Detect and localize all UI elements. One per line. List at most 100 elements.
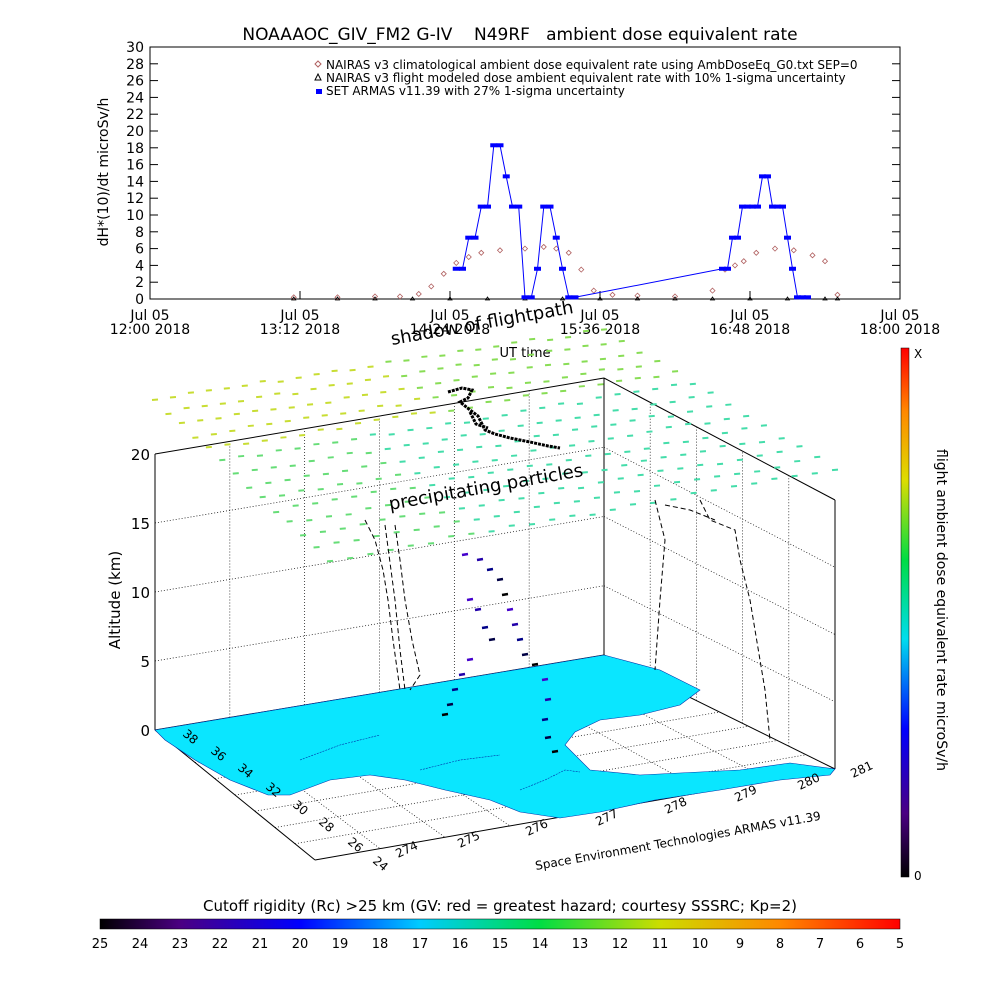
precip-particle	[796, 445, 803, 448]
rigidity-tick-label: 21	[252, 937, 269, 952]
y-tick-label: 12	[126, 191, 144, 207]
precip-particle	[243, 442, 250, 445]
precip-particle	[219, 458, 226, 462]
y-tick-label: 2	[135, 275, 144, 291]
precip-particle	[356, 482, 363, 485]
track-segment	[486, 567, 494, 572]
track-segment	[466, 657, 474, 662]
precip-particle	[403, 443, 410, 447]
precip-particle	[463, 421, 471, 424]
armas-point	[571, 295, 579, 300]
precip-particle	[601, 468, 608, 472]
colorbar-dose-label: flight ambient dose equivalent rate micr…	[933, 449, 949, 771]
precip-particle	[627, 434, 634, 437]
precip-particle	[673, 480, 681, 484]
precip-particle	[595, 396, 602, 399]
armas-point	[774, 204, 781, 209]
precip-particle	[794, 459, 801, 463]
precip-particle	[416, 386, 423, 389]
precip-particle	[571, 428, 579, 431]
precip-particle	[361, 465, 368, 468]
precip-particle	[538, 491, 545, 495]
precip-particle	[429, 411, 436, 414]
precip-particle	[306, 403, 314, 406]
precip-particle	[455, 363, 462, 366]
armas-point	[459, 266, 466, 271]
precip-particle	[756, 454, 763, 457]
nairas-clim-point	[428, 283, 435, 290]
precip-particle	[530, 449, 537, 452]
precip-particle	[635, 365, 642, 368]
precip-particle	[618, 354, 625, 358]
precip-particle	[274, 392, 281, 395]
precip-particle	[403, 359, 410, 362]
track-segment	[501, 592, 509, 597]
armas-point	[789, 266, 796, 271]
armas-series-line	[456, 144, 808, 298]
precip-particle	[660, 456, 667, 459]
armas-point	[769, 204, 776, 209]
rigidity-tick-label: 5	[896, 937, 904, 952]
precip-particle	[580, 372, 587, 376]
nairas-clim-point	[396, 293, 404, 300]
precip-particle	[441, 438, 448, 441]
precip-particle	[312, 502, 319, 505]
precip-particle	[327, 456, 334, 459]
y-axis-label: dH*(10)/dt microSv/h	[96, 98, 112, 247]
precip-particle	[458, 507, 466, 510]
precip-particle	[643, 447, 650, 450]
nairas-flight-point	[672, 296, 678, 301]
legend-marker-nairas-clim	[314, 60, 322, 68]
nairas-flight-point	[747, 296, 753, 301]
z-tick-label: 10	[131, 584, 150, 602]
precip-particle	[229, 429, 236, 433]
armas-point	[764, 174, 771, 179]
precip-particle	[663, 441, 670, 445]
precip-particle	[241, 384, 248, 388]
precip-particle	[247, 424, 254, 428]
precip-particle	[577, 486, 585, 490]
precip-particle	[313, 546, 320, 549]
armas-point	[527, 295, 535, 300]
precip-particle	[541, 392, 548, 395]
rigidity-tick-label: 11	[652, 937, 669, 952]
precip-particle	[669, 400, 676, 404]
x-tick-label-time: 13:12 2018	[260, 322, 340, 338]
precip-particle	[597, 383, 604, 386]
nairas-clim-point	[709, 287, 716, 294]
y-tick-label: 4	[135, 258, 144, 274]
precip-particle	[704, 422, 711, 425]
precip-particle	[310, 387, 317, 391]
precip-particle	[569, 514, 576, 517]
nairas-clim-point	[440, 270, 447, 277]
precip-particle	[388, 433, 395, 436]
precip-particle	[407, 544, 414, 547]
precip-particle	[561, 376, 569, 379]
precip-particle	[618, 339, 625, 343]
rigidity-tick-label: 14	[532, 937, 549, 952]
precip-particle	[238, 454, 245, 458]
precip-particle	[508, 371, 515, 374]
precip-particle	[654, 359, 661, 363]
precip-particle	[319, 530, 327, 534]
precip-particle	[333, 541, 340, 544]
precip-particle	[361, 393, 369, 397]
precip-particle	[526, 366, 533, 369]
y-tick-label: 28	[126, 57, 144, 73]
armas-point	[719, 266, 726, 271]
precip-particle	[688, 396, 695, 399]
y-tick-label: 18	[126, 141, 144, 157]
rigidity-tick-label: 16	[452, 937, 469, 952]
precip-particle	[487, 471, 494, 474]
precip-particle	[286, 520, 293, 523]
track-segment	[458, 672, 466, 677]
precip-particle	[346, 382, 353, 385]
precip-particle	[511, 341, 518, 344]
precip-particle	[414, 471, 421, 475]
armas-point	[484, 204, 491, 209]
precip-particle	[503, 484, 510, 488]
precip-particle	[533, 434, 540, 438]
precip-particle	[671, 370, 679, 373]
armas-point	[724, 266, 731, 271]
rigidity-tick-label: 23	[172, 937, 189, 952]
